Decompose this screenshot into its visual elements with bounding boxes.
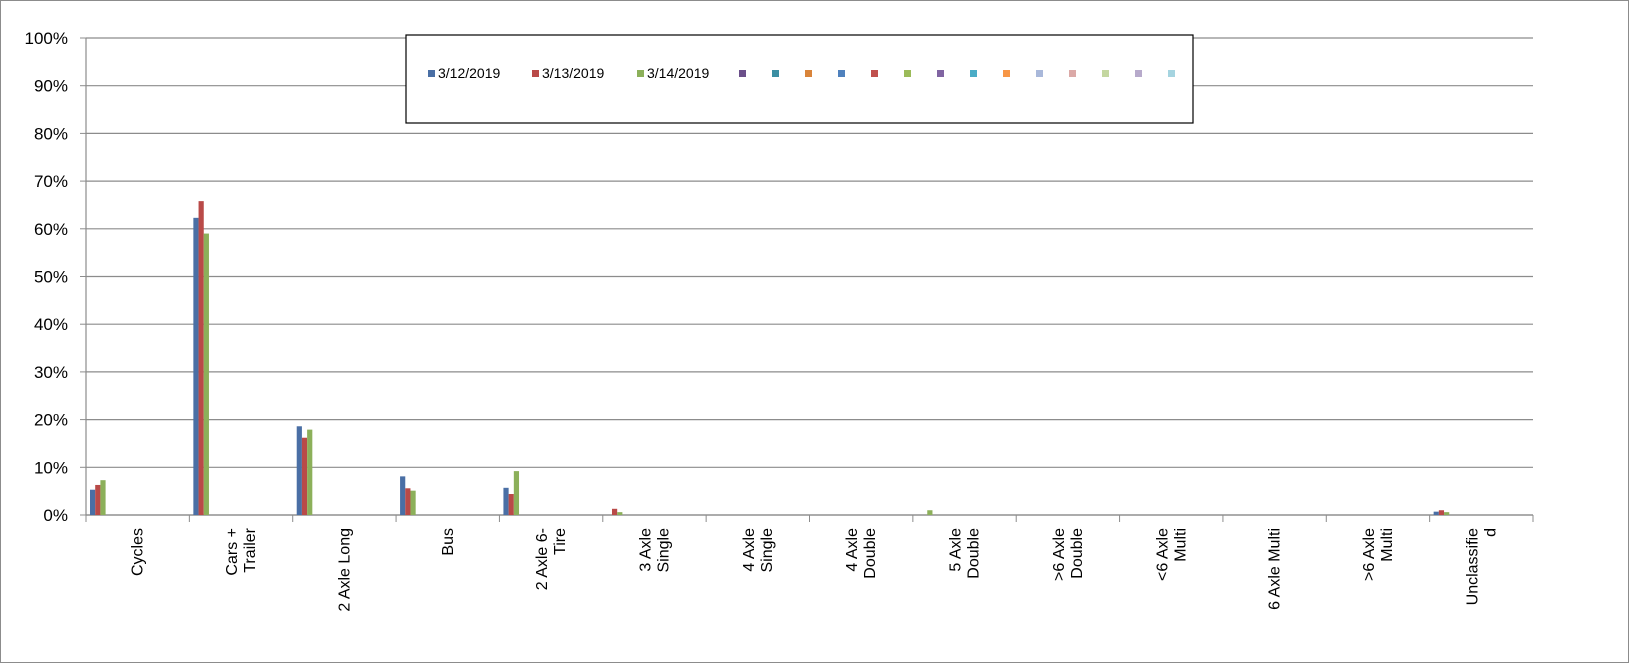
legend-marker [1036, 70, 1043, 77]
legend-marker [637, 70, 644, 77]
x-category-label: Double [862, 528, 879, 579]
bar [307, 429, 313, 515]
legend-marker [805, 70, 812, 77]
x-category-label: Multi [1379, 528, 1396, 562]
bar [193, 217, 199, 516]
bar [95, 484, 101, 515]
x-category-label: 4 Axle [844, 528, 861, 572]
x-category-label: Double [966, 528, 983, 579]
x-category-label: Trailer [242, 527, 259, 572]
legend-marker [1135, 70, 1142, 77]
legend-marker [739, 70, 746, 77]
bar [503, 487, 509, 515]
y-tick-label: 50% [34, 268, 68, 287]
y-tick-label: 0% [43, 506, 68, 525]
bar [301, 437, 308, 515]
bar [198, 201, 204, 515]
x-category-label: d [1482, 528, 1499, 537]
legend-marker [428, 70, 435, 77]
legend-label: 3/13/2019 [542, 65, 604, 81]
bar [410, 490, 416, 515]
x-category-label: Bus [440, 528, 457, 556]
legend-marker [937, 70, 944, 77]
legend-marker [904, 70, 911, 77]
y-tick-label: 20% [34, 411, 68, 430]
legend-marker [532, 70, 539, 77]
x-category-label: Cars + [224, 528, 241, 576]
bar [611, 508, 618, 515]
x-category-label: 2 Axle 6- [534, 528, 551, 590]
x-category-label: <6 Axle [1154, 528, 1171, 581]
legend-marker [772, 70, 779, 77]
y-tick-label: 70% [34, 172, 68, 191]
y-tick-label: 10% [34, 458, 68, 477]
bar [100, 480, 106, 515]
x-category-label: >6 Axle [1051, 528, 1068, 581]
legend-marker [871, 70, 878, 77]
bar [296, 426, 302, 515]
legend-label: 3/14/2019 [647, 65, 709, 81]
x-category-label: Double [1069, 528, 1086, 579]
y-tick-label: 90% [34, 77, 68, 96]
bar [1433, 511, 1439, 515]
bar [508, 494, 514, 515]
y-tick-label: 30% [34, 363, 68, 382]
bar [203, 233, 209, 515]
x-category-label: 5 Axle [948, 528, 965, 572]
legend [405, 34, 1194, 124]
y-tick-label: 60% [34, 220, 68, 239]
legend-marker [1168, 70, 1175, 77]
legend-label: 3/12/2019 [438, 65, 500, 81]
bar [617, 512, 623, 515]
x-category-label: Cycles [130, 528, 147, 576]
bar [400, 476, 406, 515]
y-tick-label: 80% [34, 124, 68, 143]
legend-marker [970, 70, 977, 77]
bar [1444, 512, 1450, 515]
y-tick-label: 100% [25, 29, 68, 48]
x-category-label: >6 Axle [1361, 528, 1378, 581]
x-category-label: Single [759, 528, 776, 573]
legend-marker [838, 70, 845, 77]
x-category-label: 3 Axle [637, 528, 654, 572]
legend-marker [1003, 70, 1010, 77]
x-category-label: Multi [1172, 528, 1189, 562]
bar [405, 488, 411, 515]
x-category-label: Tire [552, 528, 569, 555]
bar [90, 489, 96, 515]
x-category-label: 6 Axle Multi [1267, 528, 1284, 610]
bar [1438, 510, 1445, 515]
x-category-label: 4 Axle [741, 528, 758, 572]
x-category-label: Single [655, 528, 672, 573]
x-category-label: 2 Axle Long [336, 528, 353, 612]
x-category-label: Unclassifie [1464, 528, 1481, 605]
y-tick-label: 40% [34, 315, 68, 334]
bar [927, 510, 933, 515]
bar [513, 471, 520, 515]
legend-marker [1102, 70, 1109, 77]
legend-marker [1069, 70, 1076, 77]
